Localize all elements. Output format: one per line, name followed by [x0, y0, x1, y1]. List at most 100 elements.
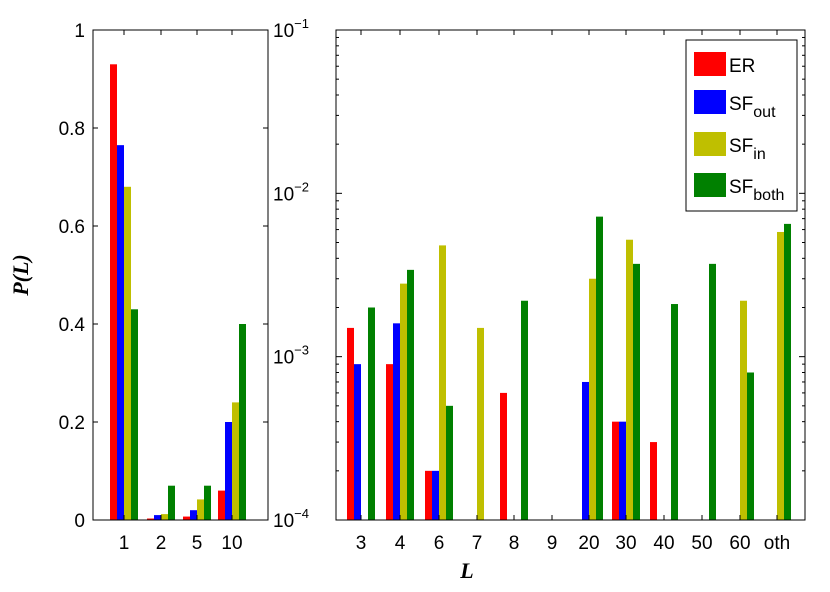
left-panel: 0 0.2 0.4 0.6 0.8 1 1 2 5 10 P(L)	[8, 21, 269, 554]
bar-right-er-3	[347, 327, 354, 520]
left-xtick-label: 2	[156, 533, 167, 554]
bar-right-sf_out-4	[393, 323, 400, 520]
bar-right-sf_both-40	[671, 304, 678, 520]
bar-left-sf_in-10	[232, 402, 239, 520]
bar-right-sf_both-oth	[784, 223, 791, 521]
bar-right-er-6	[425, 470, 432, 520]
right-xtick-label: 9	[547, 533, 558, 554]
right-ytick-label: 10−1	[273, 16, 309, 42]
legend-label-3: SFboth	[729, 177, 784, 204]
right-xtick-label: 7	[472, 533, 483, 554]
right-ytick-label-base: 10	[273, 184, 294, 205]
legend-label-base: SF	[729, 177, 753, 198]
right-ytick-label-exponent: −2	[294, 179, 309, 194]
y-axis-title: P(L)	[8, 254, 33, 297]
bar-right-sf_out-20	[582, 381, 589, 520]
left-ytick-label: 1	[74, 21, 85, 42]
bar-right-sf_both-50	[709, 263, 716, 520]
right-ytick-label: 10−4	[273, 506, 309, 532]
legend-swatch-2	[694, 132, 726, 156]
bar-right-er-30	[612, 421, 619, 520]
right-xtick-label: 30	[615, 533, 636, 554]
bar-left-sf_both-1	[131, 309, 138, 520]
legend-label-base: SF	[729, 94, 753, 115]
legend-label-1: SFout	[729, 94, 776, 121]
right-ytick-label-base: 10	[273, 21, 294, 42]
legend-label-base: ER	[729, 56, 755, 77]
bar-right-sf_both-20	[596, 216, 603, 521]
bar-left-sf_in-1	[124, 186, 131, 521]
bar-right-sf_out-6	[432, 470, 439, 520]
bar-left-er-2	[147, 518, 154, 520]
bar-right-er-8	[500, 392, 507, 520]
legend-label-subscript: in	[753, 146, 765, 163]
bar-right-er-4	[386, 364, 393, 520]
left-ytick-label: 0	[74, 511, 85, 532]
bar-left-sf_out-1	[117, 145, 124, 520]
right-xtick-label: oth	[764, 533, 790, 554]
bar-right-sf_both-30	[633, 263, 640, 520]
x-axis-title: L	[459, 558, 473, 583]
right-xtick-label: 20	[578, 533, 599, 554]
bar-left-sf_in-2	[161, 514, 168, 520]
bar-left-sf_out-2	[154, 515, 161, 520]
bar-right-sf_both-60	[747, 372, 754, 520]
right-ytick-label-exponent: −3	[294, 343, 309, 358]
right-xtick-label: 50	[691, 533, 712, 554]
bar-left-sf_in-5	[197, 499, 204, 520]
bar-left-sf_both-10	[239, 324, 246, 520]
left-xtick-label: 1	[119, 533, 130, 554]
left-ytick-label: 0.4	[59, 315, 86, 336]
legend-label-base: SF	[729, 136, 753, 157]
bar-right-sf_in-60	[740, 300, 747, 520]
right-xtick-label: 8	[509, 533, 520, 554]
bar-left-sf_both-5	[204, 485, 211, 520]
left-ytick-label: 0.2	[59, 413, 85, 434]
right-xtick-label: 40	[653, 533, 674, 554]
right-xtick-label: 6	[434, 533, 445, 554]
bar-left-sf_out-10	[225, 422, 232, 520]
bar-right-er-40	[650, 442, 657, 520]
right-ytick-label-base: 10	[273, 511, 294, 532]
bar-left-er-1	[110, 64, 117, 521]
bar-left-sf_both-2	[168, 485, 175, 520]
right-xtick-label: 3	[356, 533, 367, 554]
bar-right-sf_both-4	[407, 269, 414, 520]
legend-swatch-3	[694, 173, 726, 197]
right-ytick-label-exponent: −4	[294, 506, 309, 521]
legend-label-subscript: both	[753, 187, 784, 204]
bar-right-sf_in-4	[400, 283, 407, 520]
legend-label-0: ER	[729, 56, 755, 77]
bar-right-sf_in-7	[477, 327, 484, 520]
legend-swatch-1	[694, 90, 726, 114]
bar-right-sf_in-6	[439, 245, 446, 520]
right-ytick-label: 10−3	[273, 343, 309, 369]
legend-label-subscript: out	[753, 104, 776, 121]
bar-right-sf_both-6	[446, 405, 453, 520]
right-ytick-label-exponent: −1	[294, 16, 309, 31]
legend-label-2: SFin	[729, 136, 766, 163]
bar-right-sf_in-oth	[777, 231, 784, 520]
right-panel: 10−410−310−210−13 4 6 7 8 9 20 30 40 50 60 othLERSF…	[273, 16, 806, 583]
left-ytick-label: 0.8	[59, 119, 85, 140]
right-ytick-label: 10−2	[273, 179, 309, 205]
bar-left-sf_out-5	[190, 510, 197, 520]
bar-right-sf_both-3	[368, 307, 375, 520]
right-ytick-label-base: 10	[273, 348, 294, 369]
bar-right-sf_out-3	[354, 364, 361, 520]
right-plot-frame	[335, 29, 806, 521]
left-xtick-label: 10	[221, 533, 242, 554]
bar-right-sf_in-30	[626, 239, 633, 520]
left-xtick-label: 5	[192, 533, 203, 554]
right-xtick-label: 60	[729, 533, 750, 554]
bar-right-sf_both-8	[521, 300, 528, 520]
left-plot-frame	[92, 29, 269, 521]
bar-right-sf_in-20	[589, 278, 596, 520]
legend-swatch-0	[694, 52, 726, 76]
left-ytick-label: 0.6	[59, 217, 85, 238]
right-xtick-label: 4	[395, 533, 406, 554]
bar-right-sf_out-30	[619, 421, 626, 520]
bar-left-er-10	[218, 490, 225, 520]
